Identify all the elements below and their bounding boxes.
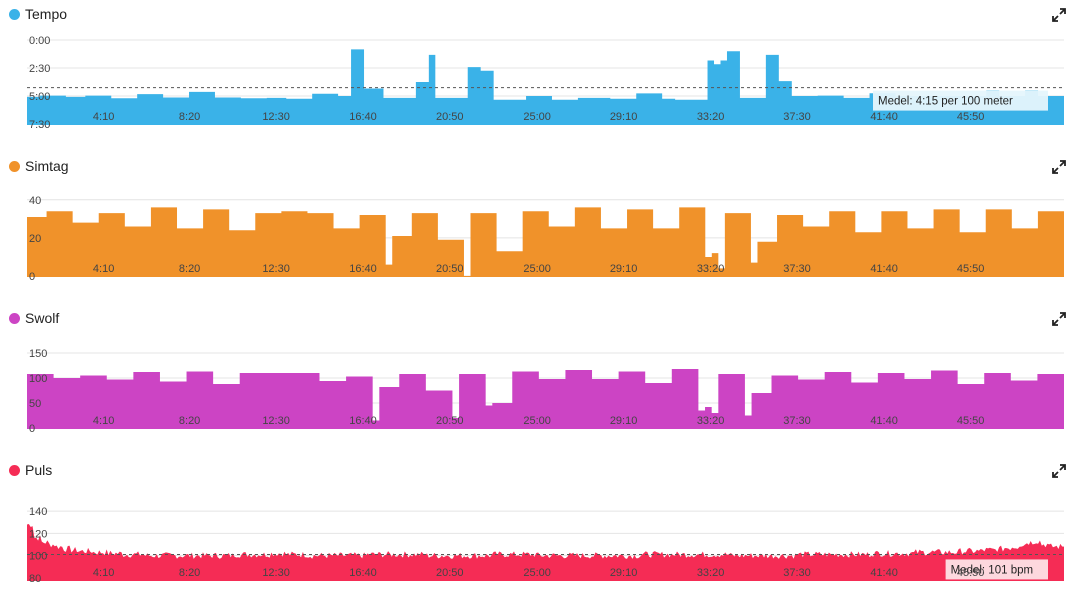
x-tick-label: 25:00 — [523, 263, 551, 275]
x-tick-label: 37:30 — [783, 263, 811, 275]
x-tick-label: 45:50 — [957, 263, 985, 275]
y-tick-label: 40 — [29, 195, 41, 207]
y-tick-label: 140 — [29, 506, 47, 518]
x-tick-label: 29:10 — [610, 567, 638, 579]
chart-title-simtag: Simtag — [9, 156, 69, 176]
y-tick-label: 0 — [29, 423, 35, 435]
x-tick-label: 8:20 — [179, 111, 200, 123]
chart-panel-simtag: Simtag 40 20 0 4:10 8:20 12:30 16:40 20:50 25:00… — [0, 152, 1080, 304]
series-dot-icon — [9, 464, 20, 476]
x-tick-label: 33:20 — [697, 415, 725, 427]
x-tick-label: 33:20 — [697, 567, 725, 579]
area-series — [27, 369, 1064, 429]
expand-icon[interactable] — [1052, 8, 1066, 22]
x-tick-label: 20:50 — [436, 263, 464, 275]
y-tick-label: 50 — [29, 398, 41, 410]
expand-icon[interactable] — [1052, 160, 1066, 174]
y-tick-label: 80 — [29, 573, 41, 585]
chart-title-puls: Puls — [9, 460, 52, 480]
chart-panel-tempo: Tempo Medel: 4:15 per 100 meter 0:00 2:30 5… — [0, 0, 1080, 152]
x-tick-label: 33:20 — [697, 111, 725, 123]
series-dot-icon — [9, 160, 20, 172]
x-tick-label: 45:50 — [957, 567, 985, 579]
x-tick-label: 25:00 — [523, 111, 551, 123]
x-tick-label: 8:20 — [179, 263, 200, 275]
y-tick-label: 120 — [29, 528, 47, 540]
x-tick-label: 8:20 — [179, 567, 200, 579]
tempo-plot: Medel: 4:15 per 100 meter 0:00 2:30 5:00 7:3… — [27, 35, 1064, 131]
x-tick-label: 4:10 — [93, 263, 114, 275]
x-tick-label: 20:50 — [436, 111, 464, 123]
x-tick-label: 25:00 — [523, 567, 551, 579]
swolf-plot: 150 100 50 0 4:10 8:20 12:30 16:40 20:50 25:00 29:… — [27, 348, 1064, 435]
expand-icon[interactable] — [1052, 464, 1066, 478]
average-label: Medel: 101 bpm — [951, 564, 1033, 576]
chart-title-text: Tempo — [25, 6, 68, 22]
x-tick-label: 41:40 — [870, 567, 898, 579]
y-tick-label: 100 — [29, 373, 47, 385]
series-dot-icon — [9, 8, 20, 20]
expand-icon[interactable] — [1052, 312, 1066, 326]
area-series — [27, 207, 1064, 277]
y-tick-label: 0 — [29, 271, 35, 283]
x-tick-label: 37:30 — [783, 111, 811, 123]
x-tick-label: 37:30 — [783, 567, 811, 579]
x-tick-label: 41:40 — [870, 111, 898, 123]
chart-panel-puls: Puls Medel: 101 bpm 140 120 100 80 4:10 8:20 12… — [0, 456, 1080, 608]
x-tick-label: 16:40 — [349, 415, 377, 427]
chart-title-text: Swolf — [25, 310, 60, 326]
x-tick-label: 8:20 — [179, 415, 200, 427]
x-tick-label: 29:10 — [610, 263, 638, 275]
simtag-plot: 40 20 0 4:10 8:20 12:30 16:40 20:50 25:00 29:10 33… — [27, 195, 1064, 283]
x-tick-label: 12:30 — [262, 263, 290, 275]
chart-title-tempo: Tempo — [9, 4, 67, 24]
chart-title-swolf: Swolf — [9, 308, 59, 328]
chart-panel-swolf: Swolf 150 100 50 0 4:10 8:20 12:30 16:40 20:50 25… — [0, 304, 1080, 456]
area-series — [27, 49, 1064, 125]
x-tick-label: 29:10 — [610, 415, 638, 427]
series-dot-icon — [9, 312, 20, 324]
x-tick-label: 12:30 — [262, 567, 290, 579]
average-label-box — [873, 90, 1048, 111]
y-tick-label: 2:30 — [29, 63, 50, 75]
average-label-box — [945, 559, 1048, 580]
x-tick-label: 4:10 — [93, 415, 114, 427]
x-tick-label: 41:40 — [870, 415, 898, 427]
y-tick-label: 150 — [29, 348, 47, 360]
x-tick-label: 45:50 — [957, 111, 985, 123]
x-tick-label: 16:40 — [349, 111, 377, 123]
y-tick-label: 20 — [29, 233, 41, 245]
y-tick-label: 0:00 — [29, 35, 50, 47]
x-tick-label: 16:40 — [349, 567, 377, 579]
x-tick-label: 29:10 — [610, 111, 638, 123]
x-tick-label: 45:50 — [957, 415, 985, 427]
y-tick-label: 7:30 — [29, 119, 50, 131]
x-tick-label: 12:30 — [262, 415, 290, 427]
x-tick-label: 33:20 — [697, 263, 725, 275]
x-tick-label: 20:50 — [436, 567, 464, 579]
x-tick-label: 37:30 — [783, 415, 811, 427]
x-tick-label: 41:40 — [870, 263, 898, 275]
x-tick-label: 16:40 — [349, 263, 377, 275]
x-tick-label: 25:00 — [523, 415, 551, 427]
x-tick-label: 4:10 — [93, 111, 114, 123]
puls-plot: Medel: 101 bpm 140 120 100 80 4:10 8:20 12:30 16… — [27, 506, 1064, 585]
y-tick-label: 5:00 — [29, 91, 50, 103]
area-series — [27, 524, 1064, 581]
y-tick-label: 100 — [29, 551, 47, 563]
x-tick-label: 20:50 — [436, 415, 464, 427]
x-tick-label: 12:30 — [262, 111, 290, 123]
chart-title-text: Simtag — [25, 158, 69, 174]
chart-title-text: Puls — [25, 462, 53, 478]
x-tick-label: 4:10 — [93, 567, 114, 579]
average-label: Medel: 4:15 per 100 meter — [878, 96, 1013, 108]
